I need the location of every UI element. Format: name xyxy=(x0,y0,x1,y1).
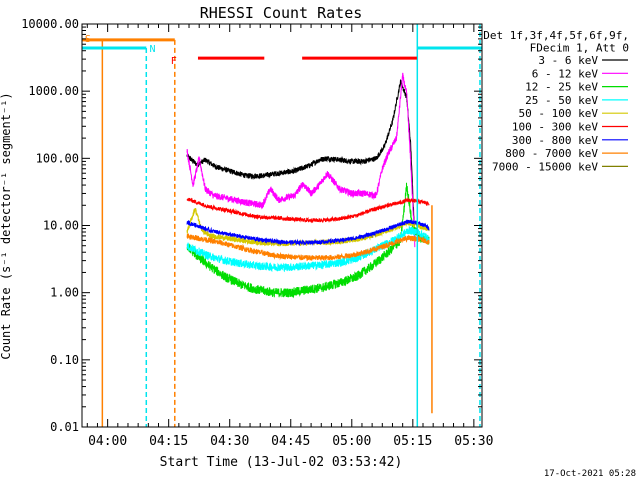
trace-7 xyxy=(186,232,430,262)
legend-label-2: 12 - 25 keV xyxy=(525,81,598,94)
trace-2 xyxy=(186,182,430,299)
y-tick-label-5: 0.10 xyxy=(50,353,79,367)
x-tick-label-3: 04:45 xyxy=(271,434,310,449)
x-axis-label: Start Time (13-Jul-02 03:53:42) xyxy=(160,455,403,470)
x-tick-label-2: 04:30 xyxy=(210,434,249,449)
trace-5 xyxy=(186,196,430,224)
y-tick-label-0: 10000.00 xyxy=(21,17,79,31)
legend-label-5: 100 - 300 keV xyxy=(512,121,598,134)
y-tick-label-4: 1.00 xyxy=(50,286,79,300)
y-axis-label: Count Rate (s⁻¹ detector⁻¹ segment⁻¹) xyxy=(0,92,13,359)
legend-label-1: 6 - 12 keV xyxy=(532,67,599,80)
legend-label-7: 800 - 7000 keV xyxy=(505,147,598,160)
flag-label-n: N xyxy=(150,44,156,55)
x-tick-label-1: 04:15 xyxy=(149,434,188,449)
axes: 10000.00 1000.00 100.00 10.00 1.00 0.10 0.01 04… xyxy=(21,17,493,449)
trace-0 xyxy=(186,79,416,237)
legend-label-6: 300 - 800 keV xyxy=(512,134,598,147)
legend-label-4: 50 - 100 keV xyxy=(519,107,599,120)
trace-6 xyxy=(186,219,430,247)
data-traces xyxy=(186,72,430,299)
legend-label-0: 3 - 6 keV xyxy=(538,54,598,67)
legend: Det 1f,3f,4f,5f,6f,9f,FDecim 1, Att 03 -… xyxy=(483,29,629,173)
y-tick-label-3: 10.00 xyxy=(43,219,79,233)
flag-label-s: S xyxy=(85,34,91,45)
y-tick-label-6: 0.01 xyxy=(50,420,79,434)
legend-label-3: 25 - 50 keV xyxy=(525,94,598,107)
legend-label-8: 7000 - 15000 keV xyxy=(492,160,598,173)
legend-header-0: Det 1f,3f,4f,5f,6f,9f, xyxy=(483,29,629,42)
y-tick-label-2: 100.00 xyxy=(36,151,79,165)
trace-1 xyxy=(186,72,416,248)
timestamp: 17-Oct-2021 05:28 xyxy=(544,469,636,479)
flag-label-f: F xyxy=(171,56,177,67)
x-tick-label-6: 05:30 xyxy=(454,434,493,449)
chart-title: RHESSI Count Rates xyxy=(200,4,363,22)
x-tick-label-5: 05:15 xyxy=(393,434,432,449)
x-tick-label-4: 05:00 xyxy=(332,434,371,449)
legend-header-1: FDecim 1, Att 0 xyxy=(530,42,629,55)
y-tick-label-1: 1000.00 xyxy=(28,84,79,98)
x-tick-label-0: 04:00 xyxy=(88,434,127,449)
